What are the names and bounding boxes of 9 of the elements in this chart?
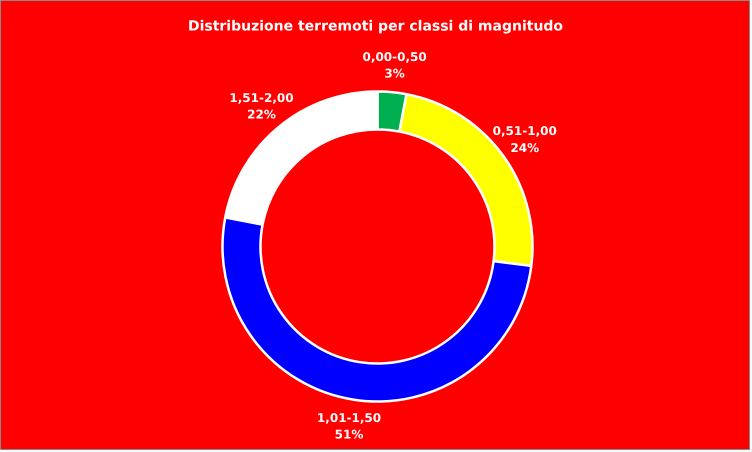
data-label: 22% bbox=[247, 108, 276, 122]
chart-title: Distribuzione terremoti per classi di magnitudo bbox=[188, 18, 564, 34]
slice-label: 1,01-1,50 bbox=[316, 410, 382, 425]
slice-label: 1,51-2,00 bbox=[229, 90, 294, 105]
slice-label: 0,51-1,00 bbox=[492, 124, 557, 138]
data-label: 3% bbox=[384, 66, 405, 81]
slice-label: 0,00-0,50 bbox=[362, 50, 427, 64]
data-label: 24% bbox=[510, 140, 540, 155]
data-label: 51% bbox=[334, 428, 364, 442]
